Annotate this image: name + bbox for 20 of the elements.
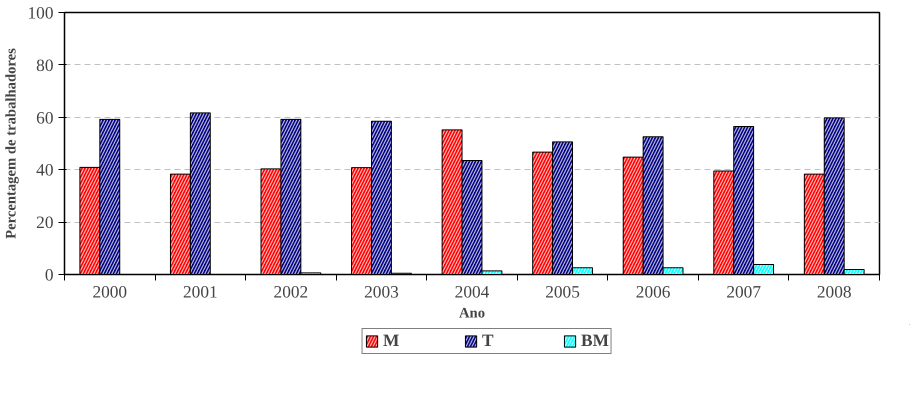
x-tick-label: 2008	[816, 282, 852, 302]
y-tick-label: 0	[44, 266, 54, 284]
x-axis-title: Ano	[458, 306, 486, 322]
x-tick-label: 2001	[183, 282, 218, 302]
x-tick-label: 2007	[726, 282, 762, 302]
x-tick-label: 2004	[454, 282, 490, 302]
y-axis-title: Percentagem de trabalhadores	[4, 48, 20, 239]
legend-label: T	[482, 331, 495, 351]
y-tick-label: 60	[36, 108, 54, 128]
y-tick-label: 40	[36, 160, 54, 180]
x-tick-label: 2005	[545, 282, 580, 302]
x-tick-label: 2006	[636, 282, 671, 302]
legend-label: M	[383, 331, 400, 351]
y-tick-label: 100	[28, 4, 54, 22]
legend-label: BM	[581, 331, 609, 351]
x-tick-label: 2003	[364, 282, 399, 302]
x-tick-label: 2002	[274, 282, 308, 302]
y-tick-label: 20	[36, 213, 54, 232]
y-tick-label: 80	[36, 56, 54, 75]
x-tick-label: 2000	[92, 282, 128, 302]
